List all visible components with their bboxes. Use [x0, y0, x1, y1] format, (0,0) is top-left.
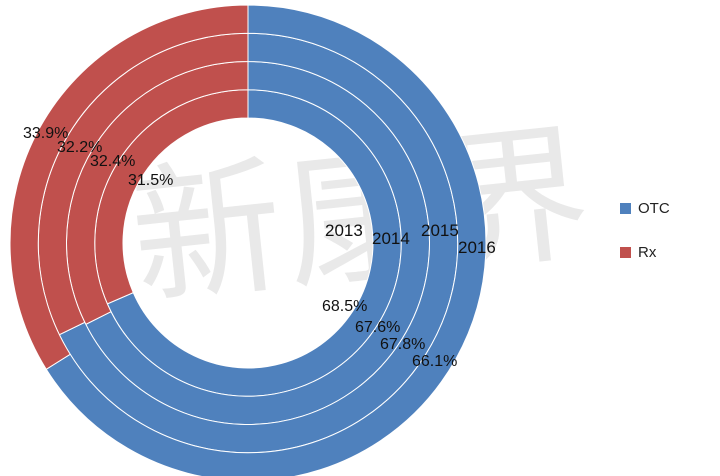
ring-label-2015: 2015 — [421, 221, 459, 240]
legend-item-rx: Rx — [620, 242, 670, 262]
data-label-rx-2014: 32.4% — [90, 153, 135, 170]
data-label-otc-2016: 66.1% — [412, 353, 457, 370]
legend-swatch-otc — [620, 202, 631, 214]
data-label-otc-2015: 67.8% — [380, 336, 425, 353]
legend-label-rx: Rx — [638, 243, 657, 261]
ring-label-2013: 2013 — [325, 221, 363, 240]
legend: OTC Rx — [620, 198, 670, 286]
ring-label-2014: 2014 — [372, 229, 410, 248]
data-label-otc-2014: 67.6% — [355, 319, 400, 336]
legend-swatch-rx — [620, 246, 631, 258]
data-label-otc-2013: 68.5% — [322, 298, 367, 315]
slice-rx-2016 — [9, 4, 249, 370]
ring-label-2016: 2016 — [458, 238, 496, 257]
data-label-rx-2016: 33.9% — [23, 125, 68, 142]
legend-item-otc: OTC — [620, 198, 670, 218]
data-label-rx-2015: 32.2% — [57, 139, 102, 156]
slice-otc-2016 — [45, 4, 487, 476]
data-label-rx-2013: 31.5% — [128, 172, 173, 189]
legend-label-otc: OTC — [638, 199, 670, 217]
